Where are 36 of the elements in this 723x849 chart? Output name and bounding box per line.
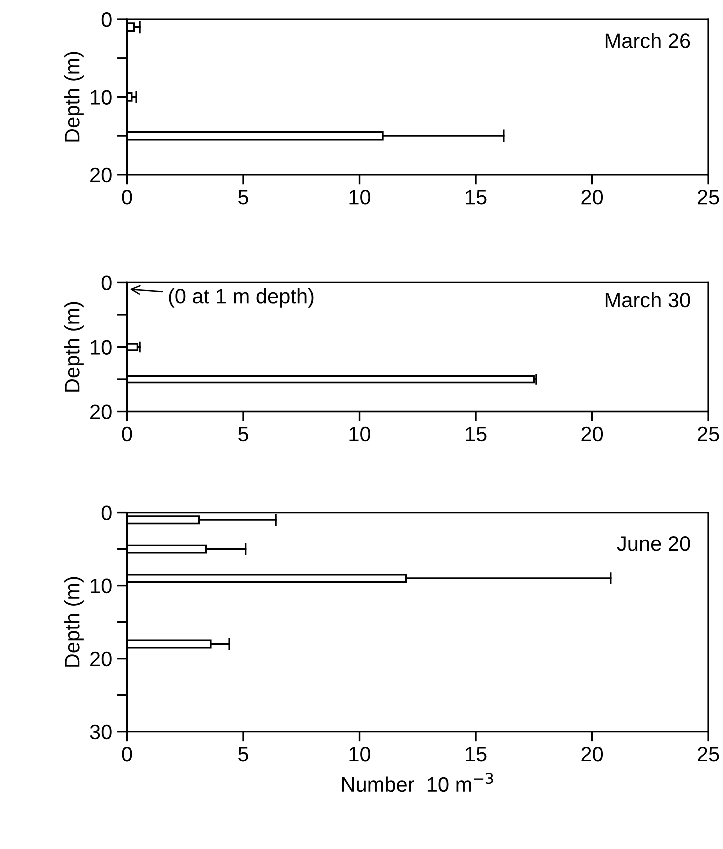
text: March 26 (606, 33, 690, 48)
x-tick-label: 5 (238, 427, 248, 442)
x-tick-label: 25 (698, 190, 720, 205)
x-tick-label: 10 (350, 746, 371, 762)
y-tick-label: 20 (90, 652, 112, 667)
x-tick-label: 0 (122, 746, 132, 762)
x-axis-title: Number 10 m$^{−3}$ (342, 773, 494, 792)
x-tick-label: 5 (238, 747, 248, 762)
text: June 20 (617, 536, 690, 552)
y-tick-label: 10 (91, 578, 112, 594)
x-tick-label: 25 (698, 746, 720, 762)
x-tick-label: 20 (582, 426, 604, 442)
chart-title: March 30 (606, 292, 690, 308)
y-tick-label: 0 (102, 506, 112, 521)
x-tick-label: 0 (122, 190, 132, 205)
x-tick-label: 5 (238, 190, 248, 205)
x-tick-label: 15 (466, 427, 487, 442)
y-tick-label: 30 (90, 724, 112, 740)
y-tick-label: 10 (91, 340, 112, 355)
y-tick-label: 20 (90, 168, 112, 183)
x-tick-label: 20 (582, 190, 604, 205)
x-tick-label: 0 (122, 426, 132, 442)
y-tick-label: 20 (90, 404, 112, 420)
x-tick-label: 15 (466, 747, 487, 762)
y-tick-label: 0 (102, 12, 112, 28)
y-tick-label: 0 (102, 276, 112, 290)
x-tick-label: 15 (466, 190, 487, 205)
x-tick-label: 10 (350, 426, 371, 442)
x-tick-label: 10 (350, 190, 371, 205)
y-axis-title: Depth (m) (64, 302, 84, 392)
y-axis-title: Depth (m) (64, 52, 84, 142)
annotation: (0 at 1 m depth) (169, 288, 314, 308)
y-axis-title: Depth (m) (64, 577, 84, 667)
x-tick-label: 25 (698, 426, 720, 442)
y-tick-label: 10 (91, 90, 112, 105)
x-tick-label: 20 (582, 746, 604, 762)
